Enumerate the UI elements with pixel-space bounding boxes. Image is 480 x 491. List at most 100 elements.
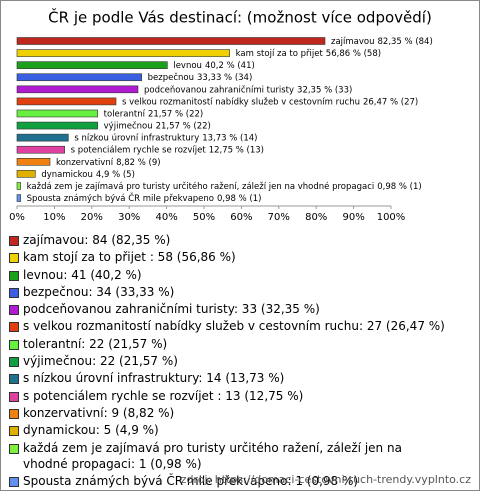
legend-label: levnou: 41 (40,2 %) (23, 267, 142, 282)
bar-category: zajímavou (331, 37, 375, 47)
bar-category: konzervativní (56, 157, 114, 167)
chart-title: ČR je podle Vás destinací: (možnost více… (48, 8, 432, 27)
bar-label: tolerantní 21,57 % (22) (104, 109, 204, 119)
value-label: 0,98 % (1) (217, 194, 261, 204)
legend-label: podceňovanou zahraničními turisty: 33 (3… (23, 302, 320, 317)
x-tick-label: 10% (43, 212, 65, 223)
bar (16, 37, 326, 45)
value-label: 13,73 % (14) (202, 133, 257, 143)
bar-label: konzervativní 8,82 % (9) (56, 157, 161, 167)
bar-label: s potenciálem rychle se rozvíjet 12,75 % … (71, 145, 264, 155)
legend-swatch (9, 339, 19, 350)
value-label: 8,82 % (9) (116, 157, 160, 167)
source: zdroj: https://domaci-cestovni-ruch-tren… (180, 473, 471, 486)
bar-category: levnou (173, 61, 202, 71)
bar (16, 158, 51, 166)
legend-label: s potenciálem rychle se rozvíjet : 13 (1… (23, 388, 304, 403)
bar-label: dynamickou 4,9 % (5) (41, 169, 135, 179)
legend-swatch (9, 476, 19, 487)
value-label: 32,35 % (33) (297, 85, 352, 95)
legend-item: bezpečnou: 34 (33,33 %) (9, 284, 449, 300)
x-tick-label: 100% (377, 212, 406, 223)
legend-label: konzervativní: 9 (8,82 %) (23, 405, 175, 420)
bar (16, 121, 98, 130)
x-tick-label: 20% (81, 212, 103, 223)
legend-label: s velkou rozmanitostí nabídky služeb v c… (23, 319, 445, 334)
bar (16, 49, 230, 57)
bar-category: dynamickou (41, 169, 93, 179)
bar-category: s potenciálem rychle se rozvíjet (71, 145, 207, 155)
value-label: 33,33 % (34) (197, 73, 252, 83)
legend-label: Spousta známých bývá ČR mile překvapeno:… (23, 473, 359, 488)
bar-label: bezpečnou 33,33 % (34) (148, 72, 253, 83)
legend-item: s potenciálem rychle se rozvíjet : 13 (1… (9, 388, 449, 404)
value-label: 21,57 % (22) (156, 121, 211, 131)
bar (16, 97, 117, 106)
legend-swatch (9, 236, 19, 246)
bar-category: Spousta známých bývá ČR mile překvapeno (27, 192, 214, 204)
value-label: 26,47 % (27) (363, 97, 418, 107)
x-tick-label: 50% (193, 212, 215, 223)
bar-category: s nízkou úrovní infrastruktury (74, 133, 199, 143)
legend-label: každá zem je zajímavá pro turisty určité… (23, 440, 402, 471)
bar-category: podceňovanou zahraničními turisty (144, 84, 294, 95)
value-label: 12,75 % (13) (209, 145, 264, 155)
legend-swatch (9, 443, 19, 454)
bar-category: s velkou rozmanitostí nabídky služeb v c… (122, 97, 360, 107)
legend-label: zajímavou: 84 (82,35 %) (23, 233, 171, 247)
x-tick-label: 70% (268, 212, 290, 223)
legend-item: s velkou rozmanitostí nabídky služeb v c… (9, 318, 449, 334)
bar-label: s velkou rozmanitostí nabídky služeb v c… (122, 97, 418, 107)
bar-category: tolerantní (104, 109, 146, 119)
x-tick-label: 80% (305, 212, 327, 223)
legend-label: kam stojí za to přijet : 58 (56,86 %) (23, 250, 236, 265)
bar (16, 109, 98, 118)
legend-swatch (9, 253, 19, 264)
legend: zajímavou: 84 (82,35 %) kam stojí za to p… (9, 232, 449, 490)
legend-swatch (9, 408, 19, 419)
value-label: 4,9 % (5) (96, 169, 135, 179)
legend-item: zajímavou: 84 (82,35 %) (9, 232, 449, 248)
bar-category: kam stojí za to přijet (236, 49, 324, 59)
value-label: 0,98 % (1) (377, 181, 421, 191)
bar-label: každá zem je zajímavá pro turisty určité… (27, 180, 422, 191)
legend-label: s nízkou úrovní infrastruktury: 14 (13,7… (23, 371, 285, 386)
legend-swatch (9, 391, 19, 402)
legend-swatch (9, 305, 19, 316)
legend-label: dynamickou: 5 (4,9 %) (23, 423, 159, 438)
legend-item: každá zem je zajímavá pro turisty určité… (9, 440, 449, 472)
bar (16, 182, 21, 190)
x-tick-label: 30% (118, 212, 140, 223)
legend-label: tolerantní: 22 (21,57 %) (23, 336, 168, 351)
value-label: 82,35 % (84) (378, 37, 433, 47)
bar-category: výjimečnou (104, 120, 153, 131)
legend-item: výjimečnou: 22 (21,57 %) (9, 353, 449, 369)
legend-label: výjimečnou: 22 (21,57 %) (23, 354, 178, 369)
legend-item: kam stojí za to přijet : 58 (56,86 %) (9, 249, 449, 265)
bar (16, 170, 36, 178)
legend-swatch (9, 426, 19, 437)
legend-item: podceňovanou zahraničními turisty: 33 (3… (9, 301, 449, 317)
bar (16, 61, 168, 69)
legend-swatch (9, 287, 19, 298)
x-tick-label: 40% (155, 212, 177, 223)
chart: ČR je podle Vás destinací: (možnost více… (9, 8, 433, 224)
x-tick-label: 90% (342, 212, 364, 223)
legend-item: levnou: 41 (40,2 %) (9, 267, 449, 283)
legend-item: Spousta známých bývá ČR mile překvapeno:… (9, 473, 449, 489)
x-tick-label: 0% (9, 212, 25, 223)
legend-swatch (9, 374, 19, 385)
legend-item: s nízkou úrovní infrastruktury: 14 (13,7… (9, 370, 449, 386)
bar-category: každá zem je zajímavá pro turisty určité… (27, 180, 375, 191)
legend-label: bezpečnou: 34 (33,33 %) (23, 284, 175, 299)
value-label: 56,86 % (58) (326, 49, 381, 59)
bar (16, 73, 142, 82)
bar-label: Spousta známých bývá ČR mile překvapeno 0… (27, 192, 262, 204)
legend-item: konzervativní: 9 (8,82 %) (9, 405, 449, 421)
value-label: 40,2 % (41) (205, 61, 255, 71)
bar-label: výjimečnou 21,57 % (22) (104, 120, 211, 131)
bar-label: podceňovanou zahraničními turisty 32,35 %… (144, 84, 352, 95)
bar-category: bezpečnou (148, 72, 194, 83)
bar (16, 85, 139, 94)
